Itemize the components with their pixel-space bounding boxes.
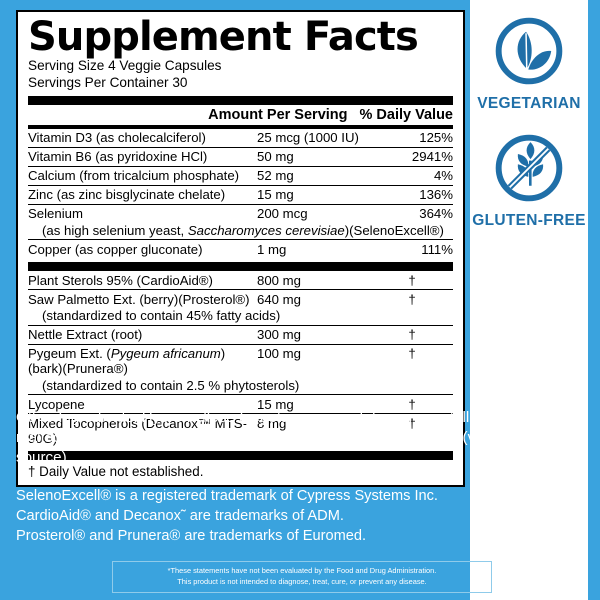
nutrient-name: Zinc (as zinc bisglycinate chelate) bbox=[28, 185, 257, 205]
servings-per-container: Servings Per Container 30 bbox=[28, 75, 188, 91]
nutrient-subtext: (standardized to contain 2.5 % phytoster… bbox=[28, 376, 453, 396]
nutrient-daily-value: 4% bbox=[385, 166, 453, 186]
nutrient-name: Vitamin B6 (as pyridoxine HCl) bbox=[28, 147, 257, 167]
botanicals-table: Plant Sterols 95% (CardioAid®) 800 mg † Saw… bbox=[28, 271, 453, 447]
trademark-line: SelenoExcell® is a registered trademark … bbox=[16, 488, 438, 504]
daily-value-header: % Daily Value bbox=[359, 106, 454, 123]
table-row: Lycopene 15 mg † bbox=[28, 394, 453, 415]
nutrient-daily-value: † bbox=[385, 325, 453, 345]
nutrient-subtext: (standardized to contain 45% fatty acids… bbox=[28, 306, 453, 326]
amount-per-serving-header: Amount Per Serving bbox=[208, 106, 348, 123]
nutrient-amount: 800 mg bbox=[257, 271, 385, 291]
nutrient-name: Selenium bbox=[28, 206, 83, 222]
certification-badge-panel: VEGETARIAN GLUTEN-FREE bbox=[470, 0, 588, 600]
badge-vegetarian: VEGETARIAN bbox=[470, 14, 588, 113]
trademark-line: Prosterol® and Prunera® are trademarks o… bbox=[16, 528, 367, 545]
nutrient-subtext: (as high selenium yeast, Saccharomyces c… bbox=[28, 221, 453, 241]
nutrient-name: Vitamin D3 (as cholecalciferol) bbox=[28, 128, 257, 148]
nutrient-amount: 300 mg bbox=[257, 325, 385, 345]
nutrient-name: Nettle Extract (root) bbox=[28, 325, 257, 345]
column-headers: Amount Per Serving % Daily Value bbox=[28, 105, 453, 125]
badge-gluten-free: GLUTEN-FREE bbox=[470, 131, 588, 230]
leaf-icon bbox=[495, 17, 563, 85]
trademarks-block: SelenoExcell® is a registered trademark … bbox=[16, 486, 536, 546]
fda-disclaimer-box: *These statements have not been evaluate… bbox=[112, 561, 492, 594]
nutrient-name: Saw Palmetto Ext. (berry)(Prosterol®) bbox=[28, 291, 250, 307]
nutrient-amount: 1 mg bbox=[257, 241, 287, 257]
nutrient-daily-value: 364% bbox=[419, 206, 453, 222]
table-row: Saw Palmetto Ext. (berry)(Prosterol®) 640… bbox=[28, 290, 453, 307]
nutrient-amount: 52 mg bbox=[257, 166, 385, 186]
nutrient-name: Calcium (from tricalcium phosphate) bbox=[28, 166, 257, 186]
serving-size: Serving Size 4 Veggie Capsules bbox=[28, 58, 222, 74]
nutrient-amount: 15 mg bbox=[257, 185, 385, 205]
supplement-facts-panel: Supplement Facts Serving Size 4 Veggie C… bbox=[16, 10, 465, 488]
nutrient-daily-value: † bbox=[385, 271, 453, 291]
table-row: Vitamin B6 (as pyridoxine HCl) 50 mg 2941% bbox=[28, 147, 453, 167]
nutrient-daily-value: † bbox=[408, 415, 416, 431]
table-row: Mixed Tocopherols (Decanox™ MTS-90G) 8 mg… bbox=[28, 414, 453, 448]
nutrient-daily-value: 2941% bbox=[385, 147, 453, 167]
nutrient-daily-value: † bbox=[408, 291, 416, 307]
table-row-subtext: (standardized to contain 2.5 % phytoster… bbox=[28, 376, 453, 396]
table-row: Plant Sterols 95% (CardioAid®) 800 mg † bbox=[28, 271, 453, 291]
table-row: Calcium (from tricalcium phosphate) 52 mg… bbox=[28, 166, 453, 186]
table-row-subtext: (as high selenium yeast, Saccharomyces c… bbox=[28, 221, 453, 241]
wheat-slash-icon bbox=[495, 134, 563, 202]
nutrients-table: Vitamin D3 (as cholecalciferol) 25 mcg (1… bbox=[28, 128, 453, 259]
nutrient-amount: 15 mg bbox=[257, 394, 385, 415]
nutrient-name: Copper (as copper gluconate) bbox=[28, 241, 203, 257]
nutrient-daily-value: † bbox=[408, 346, 416, 362]
divider-thick-top bbox=[28, 95, 453, 105]
divider-med-headers bbox=[28, 124, 453, 129]
disclaimer-line: This product is not intended to diagnose… bbox=[177, 576, 427, 586]
table-row: Selenium 200 mcg 364% bbox=[28, 204, 453, 221]
nutrient-amount: 25 mcg (1000 IU) bbox=[257, 128, 385, 148]
nutrient-name: Plant Sterols 95% (CardioAid®) bbox=[28, 271, 257, 291]
disclaimer-line: *These statements have not been evaluate… bbox=[167, 566, 437, 575]
badge-gluten-free-label: GLUTEN-FREE bbox=[472, 212, 586, 229]
nutrient-daily-value: 111% bbox=[421, 241, 453, 257]
other-ingredients-text: Other Ingredients: Hypromellose (vegetar… bbox=[16, 409, 558, 466]
nutrient-name: Lycopene bbox=[28, 394, 257, 415]
nutrient-amount: 50 mg bbox=[257, 147, 385, 167]
nutrient-name: Mixed Tocopherols (Decanox™ MTS-90G) bbox=[28, 415, 247, 446]
panel-title: Supplement Facts bbox=[28, 14, 419, 60]
nutrient-daily-value: † bbox=[385, 394, 453, 415]
table-row-subtext: (standardized to contain 45% fatty acids… bbox=[28, 306, 453, 326]
nutrient-daily-value: 136% bbox=[385, 185, 453, 205]
table-row: Nettle Extract (root) 300 mg † bbox=[28, 325, 453, 345]
table-row: Pygeum Ext. (Pygeum africanum)(bark)(Pru… bbox=[28, 344, 453, 376]
nutrient-amount: 8 mg bbox=[257, 415, 287, 431]
divider-thick-bottom bbox=[28, 451, 453, 461]
nutrient-amount: 100 mg bbox=[257, 346, 301, 362]
daily-value-footnote: † Daily Value not established. bbox=[28, 464, 204, 480]
table-row: Zinc (as zinc bisglycinate chelate) 15 mg… bbox=[28, 185, 453, 205]
trademark-line: CardioAid® and Decanox˜ are trademarks o… bbox=[16, 508, 344, 525]
table-row: Copper (as copper gluconate) 1 mg 111% bbox=[28, 240, 453, 259]
table-row: Vitamin D3 (as cholecalciferol) 25 mcg (1… bbox=[28, 128, 453, 148]
nutrient-amount: 200 mcg bbox=[257, 206, 308, 222]
nutrient-amount: 640 mg bbox=[257, 291, 301, 307]
divider-thick-mid bbox=[28, 262, 453, 272]
badge-vegetarian-label: VEGETARIAN bbox=[477, 95, 581, 112]
nutrient-name: Pygeum Ext. (Pygeum africanum)(bark)(Pru… bbox=[28, 346, 226, 377]
nutrient-daily-value: 125% bbox=[385, 128, 453, 148]
